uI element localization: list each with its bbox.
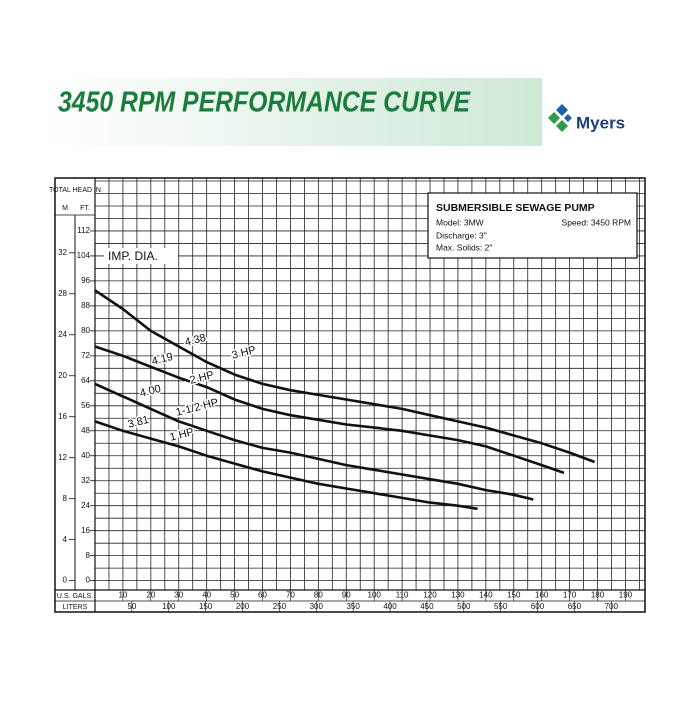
curve-name-label: 1-1/2 HP	[175, 397, 220, 419]
y2-tick-label: 28	[58, 289, 67, 298]
y-tick-label: 104	[77, 251, 91, 260]
y-tick-label: 8	[86, 551, 91, 560]
y2-tick-label: 4	[63, 535, 68, 544]
x2-tick-label: 200	[236, 602, 250, 611]
curve-name-label: 1 HP	[169, 426, 196, 444]
y-axis-header: TOTAL HEAD IN	[49, 187, 101, 194]
y-tick-label: 0	[86, 576, 91, 585]
x-tick-label: 110	[396, 591, 409, 600]
x2-axis-label: LITERS	[63, 604, 88, 611]
y-axis-label: FT.	[80, 205, 90, 212]
y2-tick-label: 16	[58, 412, 67, 421]
curve-diameter-label: 4.38	[184, 332, 208, 349]
info-speed: Speed: 3450 RPM	[562, 217, 631, 227]
info-box	[427, 192, 638, 259]
x-tick-label: 140	[479, 591, 493, 600]
x2-tick-label: 700	[605, 602, 619, 611]
x-tick-label: 130	[451, 591, 465, 600]
x2-tick-label: 450	[420, 602, 434, 611]
x2-tick-label: 50	[127, 602, 136, 611]
x-tick-label: 190	[619, 591, 633, 600]
pump-curve	[94, 345, 565, 475]
x-tick-label: 10	[118, 591, 127, 600]
y-tick-label: 16	[81, 526, 90, 535]
y-tick-label: 32	[81, 476, 90, 485]
y-tick-label: 24	[81, 501, 90, 510]
x-tick-label: 30	[174, 591, 183, 600]
x2-tick-label: 600	[531, 602, 545, 611]
info-title: SUBMERSIBLE SEWAGE PUMP	[436, 202, 595, 214]
info-solids: Max. Solids: 2"	[436, 242, 492, 252]
x-tick-label: 180	[591, 591, 605, 600]
brand-name: Myers	[576, 113, 625, 132]
x-tick-label: 60	[258, 591, 267, 600]
y2-tick-label: 0	[63, 576, 68, 585]
x-tick-label: 50	[230, 591, 239, 600]
x-tick-label: 80	[314, 591, 323, 600]
x2-tick-label: 650	[568, 602, 582, 611]
y-tick-label: 112	[77, 226, 90, 235]
x-tick-label: 90	[342, 591, 351, 600]
y2-tick-label: 12	[58, 453, 67, 462]
x-tick-label: 40	[202, 591, 211, 600]
pump-curve	[94, 420, 478, 511]
y2-axis-label: M	[62, 205, 68, 212]
brand-logo	[548, 104, 572, 132]
x2-tick-label: 300	[310, 602, 324, 611]
y2-tick-label: 20	[58, 371, 67, 380]
annotation: IMP. DIA.	[108, 249, 158, 263]
x-tick-label: 100	[368, 591, 382, 600]
x-tick-label: 120	[423, 591, 437, 600]
y-tick-label: 56	[81, 401, 90, 410]
y-tick-label: 80	[81, 326, 90, 335]
x-tick-label: 150	[507, 591, 521, 600]
x-tick-label: 160	[535, 591, 549, 600]
y-tick-label: 96	[81, 276, 90, 285]
x-tick-label: 20	[146, 591, 155, 600]
x-axis-label: U.S. GALS.	[57, 593, 93, 600]
curve-diameter-label: 4.19	[151, 351, 175, 368]
x2-tick-label: 250	[273, 602, 287, 611]
y-tick-label: 64	[81, 376, 90, 385]
curve-diameter-label: 4.00	[139, 383, 163, 400]
x2-tick-label: 400	[383, 602, 397, 611]
info-discharge: Discharge: 3"	[436, 230, 487, 240]
x-tick-label: 70	[286, 591, 295, 600]
y-tick-label: 88	[81, 301, 90, 310]
pump-curve	[94, 382, 534, 501]
y-tick-label: 48	[81, 426, 90, 435]
x2-tick-label: 550	[494, 602, 508, 611]
info-model: Model: 3MW	[436, 217, 484, 227]
y2-tick-label: 24	[58, 330, 67, 339]
y-tick-label: 72	[81, 351, 90, 360]
x-tick-label: 170	[563, 591, 577, 600]
title-banner	[40, 78, 542, 146]
y2-tick-label: 8	[63, 494, 68, 503]
y-tick-label: 40	[81, 451, 90, 460]
curve-diameter-label: 3.81	[127, 414, 151, 431]
axis-header-box	[56, 179, 94, 215]
y2-tick-label: 32	[58, 248, 67, 257]
annotation-bg	[104, 248, 178, 264]
chart-title: 3450 RPM PERFORMANCE CURVE	[58, 87, 471, 119]
chart-frame	[54, 177, 646, 613]
x2-tick-label: 500	[457, 602, 471, 611]
pump-curve	[94, 289, 596, 464]
x2-tick-label: 350	[346, 602, 360, 611]
x2-tick-label: 150	[199, 602, 213, 611]
x2-tick-label: 100	[162, 602, 176, 611]
